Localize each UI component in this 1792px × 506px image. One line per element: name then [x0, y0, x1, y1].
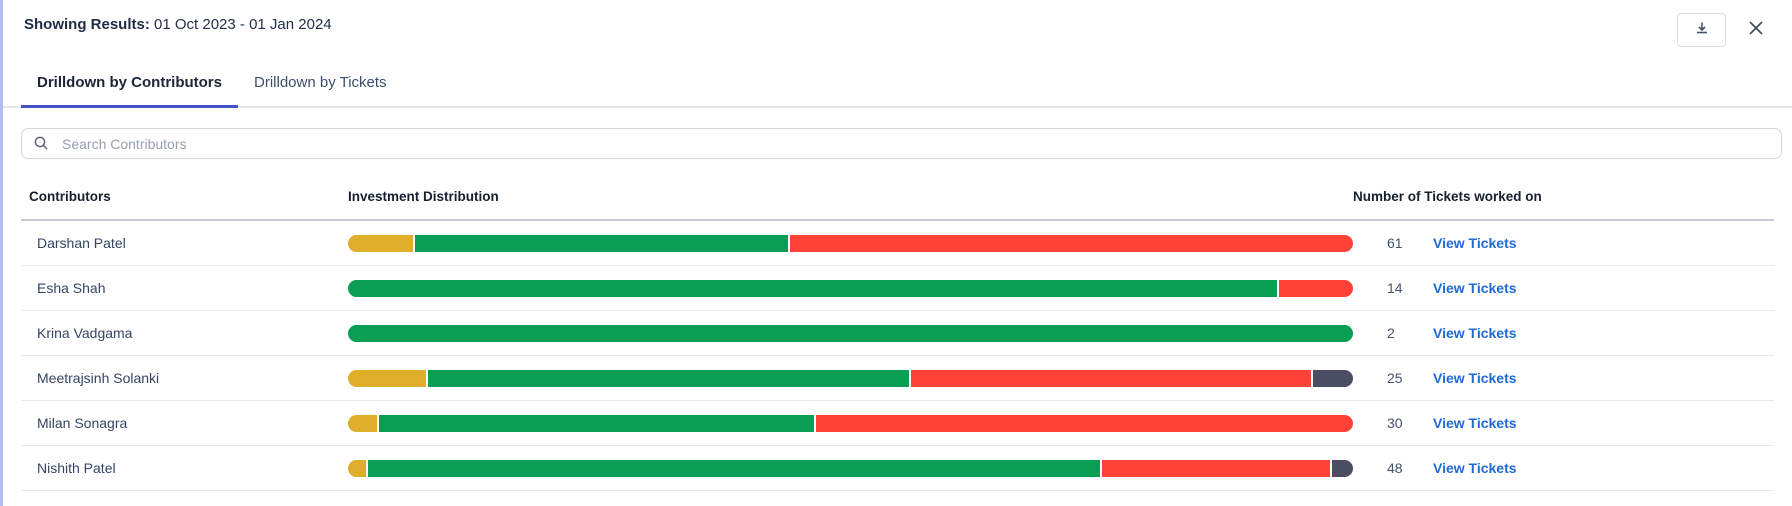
table-body: Darshan Patel 61 View Tickets Esha Shah … — [21, 221, 1774, 491]
panel-header: Showing Results: 01 Oct 2023 - 01 Jan 20… — [3, 0, 1792, 56]
tickets-count: 25 — [1387, 370, 1403, 386]
investment-distribution-bar — [348, 279, 1353, 297]
column-header-number-of-tickets: Number of Tickets worked on — [1353, 188, 1542, 204]
bar-segment-yellow — [348, 369, 427, 387]
tickets-count: 2 — [1387, 325, 1395, 341]
view-tickets-link[interactable]: View Tickets — [1433, 280, 1517, 296]
bar-segment-red — [790, 234, 1353, 252]
close-button[interactable] — [1741, 15, 1771, 45]
view-tickets-link[interactable]: View Tickets — [1433, 235, 1517, 251]
view-tickets-link[interactable]: View Tickets — [1433, 325, 1517, 341]
bar-segment-red — [1101, 459, 1330, 477]
investment-distribution-bar — [348, 324, 1353, 342]
view-tickets-link[interactable]: View Tickets — [1433, 415, 1517, 431]
search-bar — [21, 128, 1782, 159]
showing-results-label: Showing Results: — [24, 16, 150, 33]
bar-segment-red — [911, 369, 1311, 387]
view-tickets-link[interactable]: View Tickets — [1433, 370, 1517, 386]
column-header-investment-distribution: Investment Distribution — [348, 188, 499, 204]
bar-segment-green — [428, 369, 910, 387]
table-row: Nishith Patel 48 View Tickets — [21, 446, 1774, 491]
bar-segment-green — [348, 324, 1353, 342]
bar-segment-green — [368, 459, 1100, 477]
tickets-count: 61 — [1387, 235, 1403, 251]
column-header-contributors: Contributors — [29, 188, 111, 204]
search-input[interactable] — [21, 128, 1782, 159]
showing-results-text: Showing Results: 01 Oct 2023 - 01 Jan 20… — [24, 16, 332, 33]
bar-segment-dark — [1331, 459, 1353, 477]
table-row: Milan Sonagra 30 View Tickets — [21, 401, 1774, 446]
tickets-count: 14 — [1387, 280, 1403, 296]
contributor-name: Meetrajsinh Solanki — [37, 370, 160, 386]
showing-results-value: 01 Oct 2023 - 01 Jan 2024 — [149, 16, 332, 33]
bar-segment-green — [348, 279, 1277, 297]
table-row: Darshan Patel 61 View Tickets — [21, 221, 1774, 266]
bar-segment-green — [379, 414, 815, 432]
table-row: Krina Vadgama 2 View Tickets — [21, 311, 1774, 356]
contributor-name: Esha Shah — [37, 280, 106, 296]
table-row: Meetrajsinh Solanki 25 View Tickets — [21, 356, 1774, 401]
bar-segment-yellow — [348, 459, 367, 477]
bar-segment-dark — [1312, 369, 1353, 387]
contributor-name: Darshan Patel — [37, 235, 126, 251]
investment-distribution-bar — [348, 234, 1353, 252]
investment-distribution-bar — [348, 414, 1353, 432]
download-button[interactable] — [1677, 13, 1726, 47]
close-icon — [1746, 18, 1766, 43]
table-row: Esha Shah 14 View Tickets — [21, 266, 1774, 311]
bar-segment-green — [415, 234, 789, 252]
view-tickets-link[interactable]: View Tickets — [1433, 460, 1517, 476]
bar-segment-yellow — [348, 234, 414, 252]
bar-segment-red — [816, 414, 1353, 432]
bar-segment-yellow — [348, 414, 378, 432]
tab-drilldown-by-tickets[interactable]: Drilldown by Tickets — [254, 74, 387, 91]
table-header-row: Contributors Investment Distribution Num… — [21, 173, 1774, 221]
contributor-name: Nishith Patel — [37, 460, 116, 476]
investment-distribution-bar — [348, 369, 1353, 387]
tickets-count: 30 — [1387, 415, 1403, 431]
bar-segment-red — [1278, 279, 1353, 297]
investment-distribution-bar — [348, 459, 1353, 477]
search-icon — [33, 135, 50, 157]
download-icon — [1694, 20, 1710, 41]
tickets-count: 48 — [1387, 460, 1403, 476]
tab-bar: Drilldown by Contributors Drilldown by T… — [3, 56, 1792, 108]
contributor-name: Milan Sonagra — [37, 415, 128, 431]
contributors-table: Contributors Investment Distribution Num… — [21, 173, 1774, 491]
contributor-name: Krina Vadgama — [37, 325, 133, 341]
tab-drilldown-by-contributors[interactable]: Drilldown by Contributors — [21, 62, 238, 108]
